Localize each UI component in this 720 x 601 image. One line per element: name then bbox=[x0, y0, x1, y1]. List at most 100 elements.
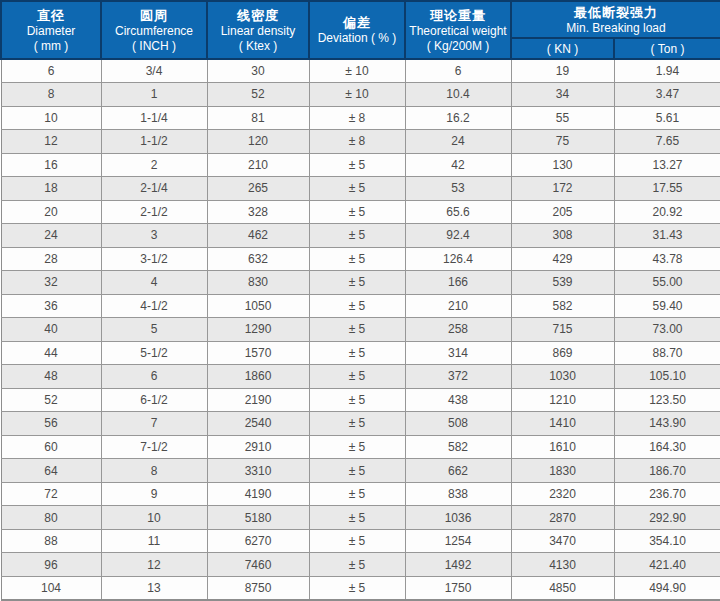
table-cell: 6 bbox=[405, 59, 511, 83]
table-cell: 105.10 bbox=[614, 365, 720, 389]
table-cell: 166 bbox=[405, 271, 511, 295]
table-cell: 210 bbox=[405, 294, 511, 318]
table-cell: 28 bbox=[1, 247, 101, 271]
table-cell: 32 bbox=[1, 271, 101, 295]
table-cell: 1410 bbox=[511, 412, 614, 436]
table-cell: ± 8 bbox=[309, 106, 405, 130]
table-cell: 1570 bbox=[207, 341, 309, 365]
table-cell: 3-1/2 bbox=[101, 247, 207, 271]
table-cell: 869 bbox=[511, 341, 614, 365]
table-cell: 10 bbox=[1, 106, 101, 130]
table-cell: ± 5 bbox=[309, 341, 405, 365]
table-cell: ± 5 bbox=[309, 271, 405, 295]
col-header-deviation: 偏差 Deviation ( % ) bbox=[309, 1, 405, 59]
table-cell: 56 bbox=[1, 412, 101, 436]
table-cell: 164.30 bbox=[614, 435, 720, 459]
table-cell: 88 bbox=[1, 529, 101, 553]
table-cell: 1 bbox=[101, 83, 207, 107]
table-cell: ± 5 bbox=[309, 435, 405, 459]
table-cell: ± 5 bbox=[309, 153, 405, 177]
table-cell: 75 bbox=[511, 130, 614, 154]
col-header-theoretical-weight-unit: ( Kg/200M ) bbox=[406, 39, 510, 54]
table-cell: 7460 bbox=[207, 553, 309, 577]
table-cell: 1492 bbox=[405, 553, 511, 577]
table-row: 7294190± 58382320236.70 bbox=[1, 482, 720, 506]
table-cell: 372 bbox=[405, 365, 511, 389]
table-cell: 1030 bbox=[511, 365, 614, 389]
table-cell: 126.4 bbox=[405, 247, 511, 271]
table-cell: 6-1/2 bbox=[101, 388, 207, 412]
table-cell: 1036 bbox=[405, 506, 511, 530]
table-cell: ± 5 bbox=[309, 224, 405, 248]
table-cell: 2870 bbox=[511, 506, 614, 530]
table-cell: 830 bbox=[207, 271, 309, 295]
table-cell: 6 bbox=[1, 59, 101, 83]
table-cell: 73.00 bbox=[614, 318, 720, 342]
table-cell: 462 bbox=[207, 224, 309, 248]
table-cell: 44 bbox=[1, 341, 101, 365]
table-cell: 715 bbox=[511, 318, 614, 342]
table-cell: ± 5 bbox=[309, 529, 405, 553]
table-cell: 186.70 bbox=[614, 459, 720, 483]
table-cell: 5180 bbox=[207, 506, 309, 530]
col-header-theoretical-weight-zh: 理论重量 bbox=[406, 7, 510, 24]
table-cell: 1750 bbox=[405, 576, 511, 600]
table-cell: 72 bbox=[1, 482, 101, 506]
table-cell: 20 bbox=[1, 200, 101, 224]
table-cell: 52 bbox=[1, 388, 101, 412]
table-cell: 2540 bbox=[207, 412, 309, 436]
table-row: 101-1/481± 816.2555.61 bbox=[1, 106, 720, 130]
col-header-circumference-unit: ( INCH ) bbox=[102, 39, 206, 54]
table-cell: 13.27 bbox=[614, 153, 720, 177]
table-cell: 205 bbox=[511, 200, 614, 224]
table-cell: 7.65 bbox=[614, 130, 720, 154]
table-cell: 120 bbox=[207, 130, 309, 154]
table-cell: 60 bbox=[1, 435, 101, 459]
table-row: 162210± 54213013.27 bbox=[1, 153, 720, 177]
table-cell: ± 5 bbox=[309, 482, 405, 506]
table-cell: 421.40 bbox=[614, 553, 720, 577]
table-cell: 582 bbox=[511, 294, 614, 318]
table-cell: 96 bbox=[1, 553, 101, 577]
table-cell: 5-1/2 bbox=[101, 341, 207, 365]
table-row: 8152± 1010.4343.47 bbox=[1, 83, 720, 107]
table-cell: 1860 bbox=[207, 365, 309, 389]
table-cell: 354.10 bbox=[614, 529, 720, 553]
table-cell: 64 bbox=[1, 459, 101, 483]
table-cell: 328 bbox=[207, 200, 309, 224]
table-cell: 314 bbox=[405, 341, 511, 365]
table-cell: 494.90 bbox=[614, 576, 720, 600]
col-header-deviation-en: Deviation ( % ) bbox=[310, 31, 404, 46]
table-cell: ± 10 bbox=[309, 59, 405, 83]
table-cell: 12 bbox=[101, 553, 207, 577]
table-row: 104138750± 517504850494.90 bbox=[1, 576, 720, 600]
table-row: 6483310± 56621830186.70 bbox=[1, 459, 720, 483]
table-row: 96127460± 514924130421.40 bbox=[1, 553, 720, 577]
table-cell: ± 5 bbox=[309, 200, 405, 224]
table-cell: 3310 bbox=[207, 459, 309, 483]
table-cell: ± 5 bbox=[309, 294, 405, 318]
col-header-kn: ( KN ) bbox=[511, 38, 614, 59]
table-cell: 539 bbox=[511, 271, 614, 295]
table-cell: 10 bbox=[101, 506, 207, 530]
table-cell: 80 bbox=[1, 506, 101, 530]
table-cell: 838 bbox=[405, 482, 511, 506]
table-cell: 143.90 bbox=[614, 412, 720, 436]
table-cell: 3 bbox=[101, 224, 207, 248]
table-cell: 17.55 bbox=[614, 177, 720, 201]
table-cell: 92.4 bbox=[405, 224, 511, 248]
table-cell: ± 5 bbox=[309, 459, 405, 483]
table-cell: 1-1/4 bbox=[101, 106, 207, 130]
table-cell: 13 bbox=[101, 576, 207, 600]
table-cell: 7 bbox=[101, 412, 207, 436]
table-cell: ± 8 bbox=[309, 130, 405, 154]
rope-spec-page: 直径 Diameter ( mm ) 圆周 Circumference ( IN… bbox=[0, 0, 720, 601]
col-header-diameter: 直径 Diameter ( mm ) bbox=[1, 1, 101, 59]
table-cell: 1830 bbox=[511, 459, 614, 483]
table-cell: 258 bbox=[405, 318, 511, 342]
table-cell: 88.70 bbox=[614, 341, 720, 365]
table-cell: 1210 bbox=[511, 388, 614, 412]
table-cell: 30 bbox=[207, 59, 309, 83]
rope-spec-table: 直径 Diameter ( mm ) 圆周 Circumference ( IN… bbox=[0, 0, 720, 601]
col-header-circumference-en: Circumference bbox=[102, 24, 206, 39]
